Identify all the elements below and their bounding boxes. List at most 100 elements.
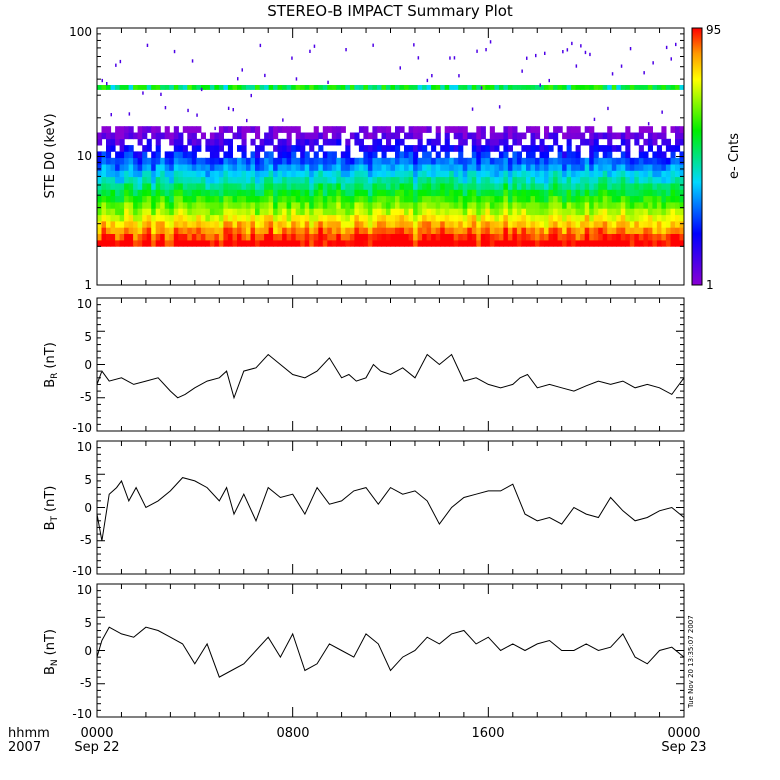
spectrogram-cell <box>191 183 197 190</box>
spectrogram-cell <box>661 233 667 241</box>
spectrogram-cell <box>101 85 107 90</box>
spectrogram-cell <box>286 164 292 171</box>
spectrogram-cell <box>354 157 360 165</box>
spectrogram-cell <box>173 227 179 234</box>
spectrogram-cell <box>571 126 577 133</box>
spectrogram-cell <box>548 157 554 165</box>
spectrogram-cell <box>295 145 301 152</box>
spectrogram-cell <box>133 240 139 247</box>
spectrogram-cell <box>367 85 373 90</box>
spectrogram-cell <box>182 227 188 234</box>
spectrogram-cell <box>146 240 152 247</box>
spectrogram-cell <box>196 157 202 165</box>
spectrogram-cell <box>656 170 662 178</box>
spectrogram-cell <box>408 240 414 247</box>
spectrogram-cell <box>656 183 662 190</box>
spectrogram-cell <box>616 240 622 247</box>
spectrogram-cell <box>593 176 599 184</box>
spectrogram-cell <box>106 183 112 190</box>
spectrogram-cell <box>227 151 233 159</box>
spectrogram-cell <box>589 138 595 146</box>
spectrogram-cell <box>516 183 522 190</box>
spectrogram-cell <box>589 157 595 165</box>
spectrogram-cell <box>327 208 333 216</box>
spectrogram-cell <box>399 195 405 203</box>
spectrogram-cell <box>584 176 590 184</box>
spectrogram-cell <box>209 202 215 209</box>
spectrogram-cell <box>241 170 247 178</box>
spectrogram-cell <box>241 176 247 184</box>
spectrogram-cell <box>146 183 152 190</box>
spectrogram-cell <box>336 126 342 133</box>
spectrogram-cell <box>119 126 125 133</box>
spectrogram-cell <box>133 208 139 216</box>
spectrogram-cell <box>264 240 270 247</box>
spectrogram-cell <box>638 85 644 90</box>
spectrogram-cell <box>643 157 649 165</box>
spectrogram-cell <box>566 195 572 203</box>
spectrogram-cell <box>530 195 536 203</box>
spectrogram-cell <box>598 227 604 234</box>
spectrogram-cell <box>431 240 437 247</box>
spectrogram-cell <box>318 176 324 184</box>
spectrogram-cell <box>191 59 194 63</box>
spectrogram-cell <box>647 208 653 216</box>
spectrogram-cell <box>553 195 559 203</box>
spectrogram-cell <box>444 170 450 178</box>
spectrogram-cell <box>670 170 676 178</box>
spectrogram-cell <box>395 132 401 140</box>
spectrogram-cell <box>652 227 658 234</box>
spectrogram-cell <box>575 132 581 140</box>
spectrogram-cell <box>155 183 161 190</box>
spectrogram-cell <box>607 85 613 90</box>
spectrogram-cell <box>218 132 224 140</box>
spectrogram-cell <box>670 145 676 152</box>
spectrogram-cell <box>526 208 532 216</box>
spectrogram-cell <box>241 233 247 241</box>
spectrogram-cell <box>173 151 179 159</box>
spectrogram-cell <box>227 176 233 184</box>
spectrogram-cell <box>363 240 369 247</box>
spectrogram-cell <box>259 233 265 241</box>
spectrogram-cell <box>214 183 220 190</box>
spectrogram-cell <box>571 164 577 171</box>
spectrogram-cell <box>97 189 103 197</box>
spectrogram-cell <box>413 202 419 209</box>
spectrogram-cell <box>97 195 103 203</box>
spectrogram-cell <box>363 164 369 171</box>
bt-yticks: 10 5 0 -5 -10 <box>72 440 92 578</box>
spectrogram-cell <box>634 170 640 178</box>
spectrogram-cell <box>313 227 319 234</box>
spectrogram-cell <box>611 176 617 184</box>
spectrogram-cell <box>349 170 355 178</box>
spectrogram-cell <box>544 195 550 203</box>
spectrogram-cell <box>575 170 581 178</box>
spectrogram-cell <box>643 164 649 171</box>
spectrogram-cell <box>638 233 644 241</box>
spectrogram-cell <box>634 132 640 140</box>
spectrogram-cell <box>124 183 130 190</box>
spectrogram-cell <box>155 151 161 159</box>
spectrogram-cell <box>106 202 112 209</box>
spectrogram-cell <box>598 145 604 152</box>
spectrogram-cell <box>449 208 455 216</box>
spectrogram-cell <box>661 164 667 171</box>
spectrogram-cell <box>255 208 261 216</box>
spectrogram-cell <box>173 195 179 203</box>
spectrogram-cell <box>178 227 184 234</box>
spectrogram-cell <box>399 214 405 222</box>
spectrogram-cell <box>444 189 450 197</box>
br-ytick-0: 0 <box>84 358 92 372</box>
spectrogram-cell <box>471 107 474 111</box>
spectrogram-cell <box>264 132 270 140</box>
spectrogram-cell <box>241 145 247 152</box>
spectrogram-cell <box>458 214 464 222</box>
spectrogram-cell <box>516 170 522 178</box>
spectrogram-cell <box>616 183 622 190</box>
spectrogram-cell <box>647 189 653 197</box>
spectrogram-cell <box>115 164 121 171</box>
spectrogram-cell <box>413 227 419 234</box>
spectrogram-cell <box>404 240 410 247</box>
spectrogram-cell <box>164 132 170 140</box>
spectrogram-cell <box>535 208 541 216</box>
